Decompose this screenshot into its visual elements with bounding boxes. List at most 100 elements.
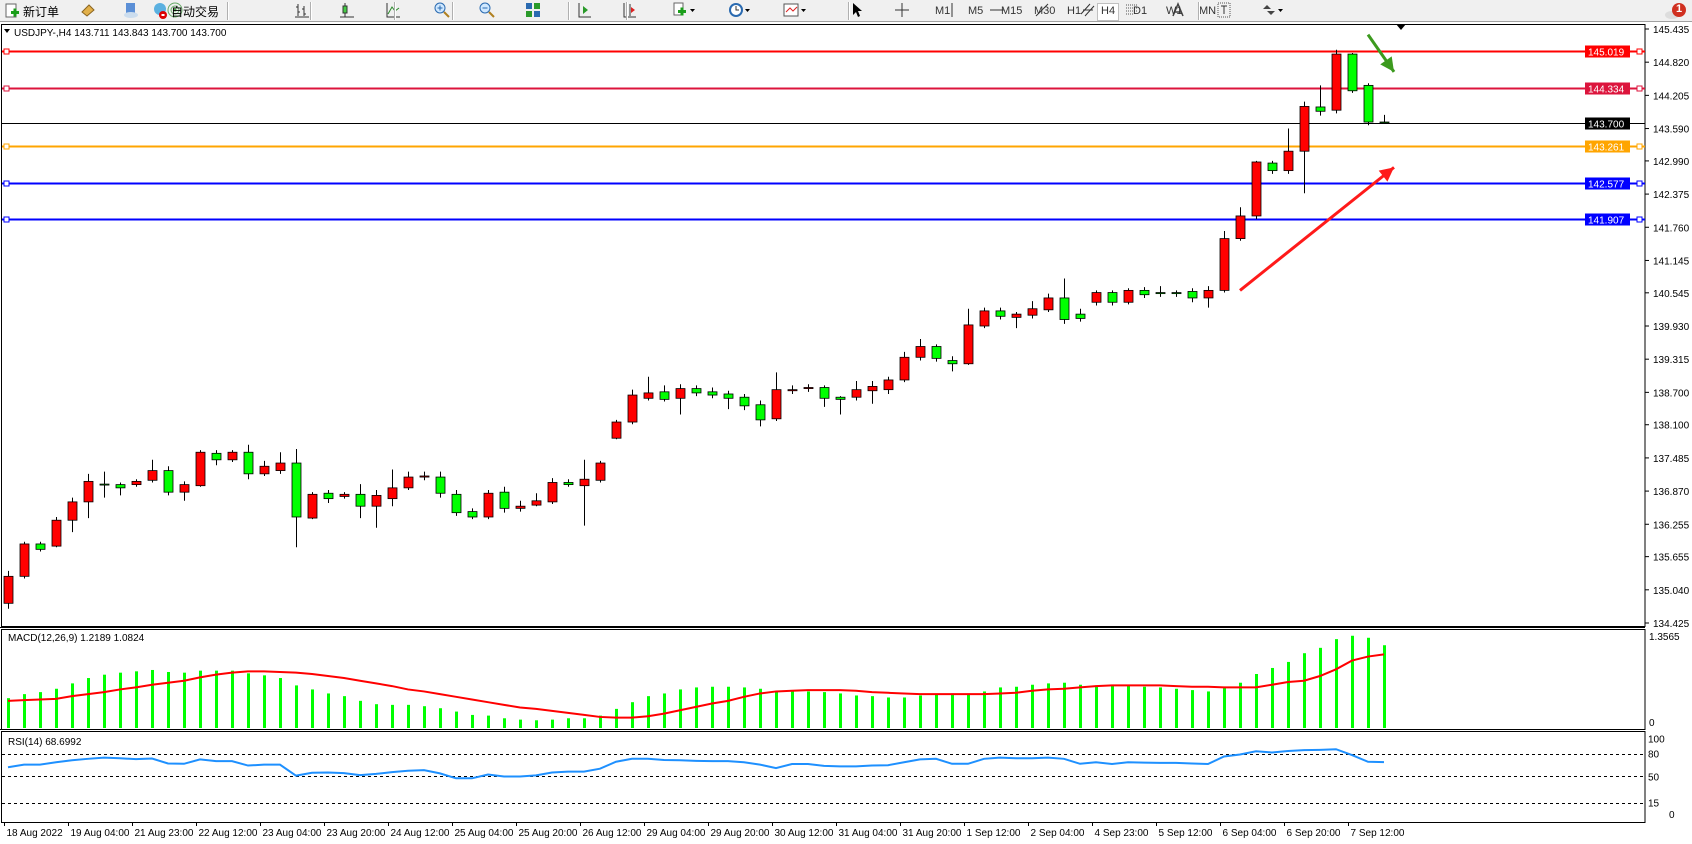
cursor-icon[interactable] [849, 2, 865, 18]
candle-body-bear [1363, 84, 1374, 123]
signals-icon[interactable] [167, 2, 183, 18]
chart-shift-icon[interactable] [621, 2, 637, 18]
indicators-icon[interactable] [673, 2, 695, 18]
candle [1171, 290, 1182, 297]
macd-histogram-bar [1191, 690, 1194, 728]
candle [3, 570, 14, 609]
price-level-label: 142.577 [1588, 180, 1625, 191]
line-handle[interactable] [1636, 143, 1643, 150]
timeframe-mn[interactable]: MN [1199, 5, 1217, 17]
candlestick-icon[interactable] [339, 2, 355, 18]
candle-body-bear [1107, 292, 1118, 303]
line-handle[interactable] [3, 48, 10, 55]
price-tick-label: 144.820 [1653, 58, 1690, 69]
vertical-line-icon[interactable] [944, 2, 960, 18]
candle [1267, 160, 1278, 174]
zoom-in-icon[interactable] [434, 2, 450, 18]
macd-histogram-bar [759, 688, 762, 728]
trendline-icon[interactable] [1034, 2, 1050, 18]
candle [307, 492, 318, 520]
candle-body-bull [803, 387, 814, 389]
crosshair-icon[interactable] [894, 2, 910, 18]
candle-body-bull [915, 346, 926, 358]
horizontal-lines[interactable]: 145.019 144.334 143.700 143.261 142.577 141.9… [2, 45, 1645, 227]
candle-body-bull [387, 487, 398, 500]
auto-trading-button[interactable]: 自动交易 [152, 2, 219, 20]
rsi-level-label: 15 [1648, 799, 1660, 810]
candle-body-bull [595, 462, 606, 481]
notification-count: 1 [1676, 3, 1683, 15]
arrows-icon[interactable] [1261, 2, 1283, 18]
macd-histogram-bar [1015, 686, 1018, 728]
price-tick-label: 140.545 [1653, 289, 1690, 300]
history-center-icon[interactable] [80, 2, 96, 18]
candle-body-bull [179, 484, 190, 493]
notification-button[interactable]: 1 [1664, 2, 1686, 20]
line-handle[interactable] [1636, 180, 1643, 187]
title-dropdown-icon[interactable] [4, 29, 10, 33]
timeframe-h1[interactable]: H1 [1067, 5, 1082, 17]
candle [1139, 287, 1150, 298]
price-tick-label: 138.700 [1653, 388, 1690, 399]
time-tick-label: 31 Aug 20:00 [903, 828, 962, 839]
timeframe-m5[interactable]: M5 [968, 5, 984, 17]
timeframe-d1[interactable]: D1 [1133, 5, 1148, 17]
macd-histogram-bar [1111, 684, 1114, 728]
macd-histogram-bar [1127, 685, 1130, 728]
periods-icon[interactable] [728, 2, 751, 18]
candle-body-bull [1283, 150, 1294, 172]
timeframe-m15[interactable]: M15 [1001, 5, 1023, 17]
chart-window[interactable]: 145.019 144.334 143.700 143.261 142.577 141.9… [0, 22, 1692, 844]
price-level-label: 145.019 [1588, 48, 1625, 59]
line-handle[interactable] [1636, 48, 1643, 55]
time-tick-label: 4 Sep 23:00 [1095, 828, 1149, 839]
bar-chart-icon[interactable] [294, 2, 310, 18]
chart-shift-marker[interactable] [1396, 24, 1406, 30]
time-tick-label: 22 Aug 12:00 [199, 828, 258, 839]
candle-body-bull [787, 389, 798, 392]
line-handle[interactable] [1636, 85, 1643, 92]
timeframe-m30[interactable]: M30 [1034, 5, 1056, 17]
candle-body-bull [515, 505, 526, 509]
auto-scroll-icon[interactable] [576, 2, 592, 18]
line-handle[interactable] [3, 216, 10, 223]
time-tick-label: 30 Aug 12:00 [775, 828, 834, 839]
macd-histogram-bar [919, 695, 922, 728]
price-level-label: 143.261 [1588, 143, 1625, 154]
templates-icon[interactable] [783, 2, 807, 18]
annotations[interactable] [1239, 33, 1396, 292]
time-tick-label: 29 Aug 20:00 [711, 828, 770, 839]
arrow-annotation[interactable] [1239, 166, 1395, 292]
equidistant-channel-icon[interactable] [1080, 2, 1096, 18]
new-order-button[interactable]: 新订单 [4, 2, 59, 20]
line-handle[interactable] [3, 85, 10, 92]
candle-body-bull [1011, 313, 1022, 318]
macd-histogram-bar [871, 696, 874, 728]
candle-body-bull [771, 389, 782, 420]
candle-body-bull [403, 476, 414, 489]
candle-body-bull [1331, 53, 1342, 111]
fibonacci-icon[interactable] [1125, 2, 1141, 18]
timeframe-w1[interactable]: W1 [1166, 5, 1183, 17]
notification-icon: 1 [1664, 3, 1686, 19]
zoom-out-icon[interactable] [479, 2, 496, 18]
candle-body-bear [1075, 313, 1086, 319]
line-chart-icon[interactable] [385, 2, 401, 18]
line-handle[interactable] [3, 180, 10, 187]
arrow-annotation[interactable] [1366, 33, 1396, 73]
text-icon[interactable] [1170, 2, 1186, 18]
macd-histogram-bar [663, 693, 666, 728]
text-label-icon[interactable] [1216, 2, 1232, 18]
macd-histogram-bar [1079, 684, 1082, 728]
tile-windows-icon[interactable] [525, 2, 541, 18]
timeframe-h4[interactable]: H4 [1097, 3, 1120, 21]
line-handle[interactable] [1636, 216, 1643, 223]
candle-body-bear [451, 493, 462, 514]
line-handle[interactable] [3, 143, 10, 150]
data-window-icon[interactable] [123, 2, 139, 18]
timeframe-m1[interactable]: M1 [935, 5, 951, 17]
rsi-level-label: 100 [1648, 735, 1665, 746]
macd-histogram-bar [775, 691, 778, 728]
horizontal-line-icon[interactable] [989, 2, 1005, 18]
candle [131, 479, 142, 487]
